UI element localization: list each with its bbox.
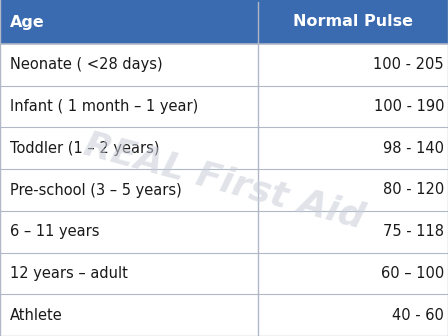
Text: 40 - 60: 40 - 60 bbox=[392, 308, 444, 323]
Bar bbox=[0, 253, 448, 294]
Text: 100 - 190: 100 - 190 bbox=[374, 99, 444, 114]
Text: 6 – 11 years: 6 – 11 years bbox=[10, 224, 99, 239]
Bar bbox=[0, 294, 448, 336]
Text: 80 - 120: 80 - 120 bbox=[383, 182, 444, 198]
Bar bbox=[0, 169, 448, 211]
Text: Age: Age bbox=[10, 14, 45, 30]
Text: Normal Pulse: Normal Pulse bbox=[293, 14, 413, 30]
Text: Pre-school (3 – 5 years): Pre-school (3 – 5 years) bbox=[10, 182, 182, 198]
Bar bbox=[0, 0, 448, 44]
Text: 98 - 140: 98 - 140 bbox=[383, 141, 444, 156]
Text: Neonate ( <28 days): Neonate ( <28 days) bbox=[10, 57, 163, 72]
Bar bbox=[0, 86, 448, 127]
Text: Athlete: Athlete bbox=[10, 308, 63, 323]
Text: REAL First Aid: REAL First Aid bbox=[80, 127, 368, 235]
Bar bbox=[0, 127, 448, 169]
Text: 100 - 205: 100 - 205 bbox=[373, 57, 444, 72]
Bar bbox=[0, 44, 448, 86]
Text: Infant ( 1 month – 1 year): Infant ( 1 month – 1 year) bbox=[10, 99, 198, 114]
Text: 60 – 100: 60 – 100 bbox=[381, 266, 444, 281]
Text: 12 years – adult: 12 years – adult bbox=[10, 266, 128, 281]
Text: Toddler (1 – 2 years): Toddler (1 – 2 years) bbox=[10, 141, 159, 156]
Text: 75 - 118: 75 - 118 bbox=[383, 224, 444, 239]
Bar bbox=[0, 211, 448, 253]
